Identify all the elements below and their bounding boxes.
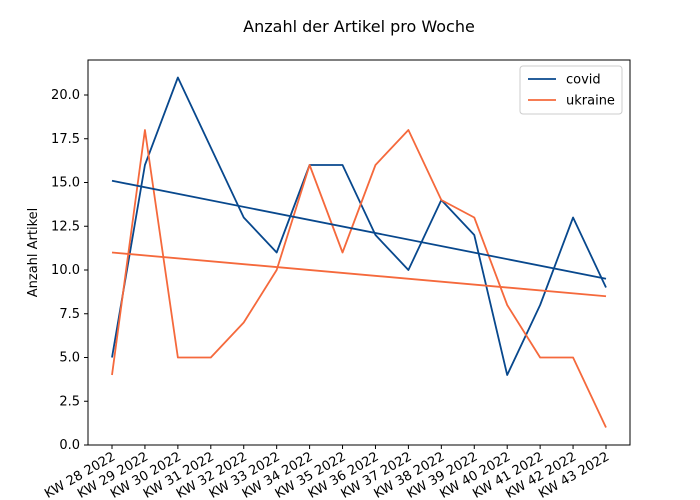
trendline-covid (111, 179, 607, 280)
y-tick-label: 0.0 (59, 438, 80, 453)
legend-box (519, 65, 623, 115)
plot-frame (87, 59, 631, 446)
y-tick-label: 5.0 (59, 351, 80, 366)
y-tick-label: 2.5 (59, 394, 80, 409)
trendline-ukraine (111, 251, 607, 298)
y-tick-label: 12.5 (51, 219, 80, 234)
y-tick-label: 20.0 (51, 88, 80, 103)
legend: covid ukraine (519, 65, 623, 115)
legend-label-covid: covid (566, 73, 601, 88)
chart-title: Anzahl der Artikel pro Woche (243, 17, 475, 36)
y-axis-label: Anzahl Artikel (26, 208, 41, 298)
series-line-ukraine (111, 129, 607, 428)
series-line-covid (111, 76, 607, 376)
plot-area: 0.02.55.07.510.012.515.017.520.0KW 28 20… (42, 59, 631, 500)
legend-label-ukraine: ukraine (566, 94, 615, 109)
y-tick-label: 10.0 (51, 263, 80, 278)
y-tick-label: 7.5 (59, 307, 80, 322)
y-tick-label: 17.5 (51, 132, 80, 147)
y-tick-label: 15.0 (51, 176, 80, 191)
